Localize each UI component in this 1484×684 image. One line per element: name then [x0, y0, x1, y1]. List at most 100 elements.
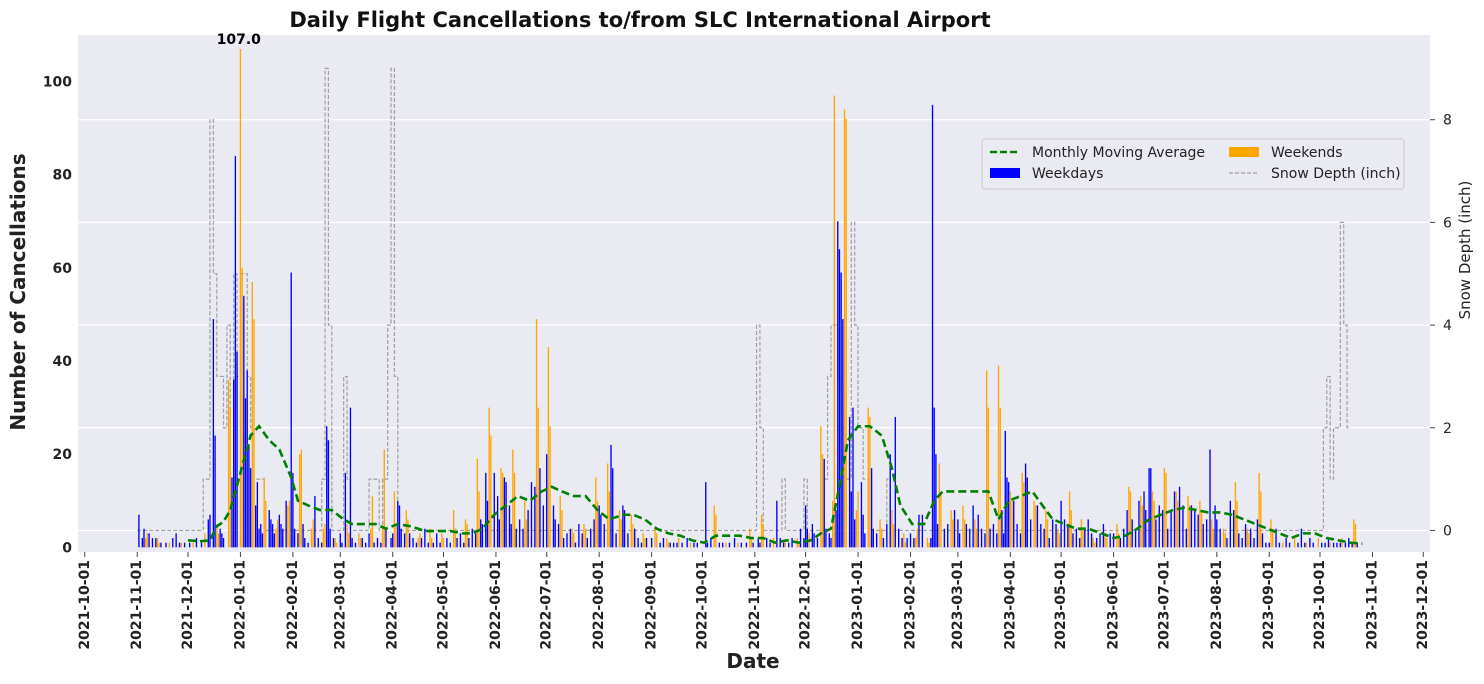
- weekend-bar: [192, 542, 194, 548]
- weekday-bar: [930, 538, 932, 548]
- weekday-bar: [354, 542, 357, 548]
- weekday-bar: [958, 533, 961, 548]
- weekend-bar: [1023, 482, 1025, 548]
- weekday-bar: [474, 533, 477, 548]
- weekday-bar: [623, 510, 626, 548]
- y2-tick-label: 6: [1443, 215, 1452, 231]
- weekday-bar: [510, 524, 512, 548]
- weekday-bar: [1040, 524, 1042, 548]
- weekday-bar: [759, 542, 761, 548]
- weekend-bar: [1117, 533, 1120, 548]
- weekend-bar: [500, 468, 502, 548]
- weekday-bar: [260, 524, 262, 548]
- weekend-bar: [997, 365, 1000, 548]
- weekday-bar: [901, 538, 903, 548]
- weekday-bar: [1351, 542, 1353, 548]
- x-tick-label: 2023-08-01: [1209, 560, 1225, 650]
- weekday-bar: [569, 528, 572, 548]
- weekday-bar: [1119, 538, 1122, 548]
- weekend-bar: [1236, 500, 1238, 548]
- weekday-bar: [546, 454, 548, 548]
- weekend-bar: [881, 528, 883, 548]
- weekday-bar: [249, 468, 252, 548]
- weekday-bar: [1356, 542, 1358, 548]
- weekend-bar: [879, 519, 881, 548]
- weekday-bar: [172, 538, 174, 548]
- weekday-bar: [1170, 510, 1172, 548]
- x-tick-label: 2023-12-01: [1415, 560, 1431, 650]
- x-tick-label: 2023-03-01: [950, 560, 966, 650]
- weekend-bar: [346, 524, 348, 548]
- weekend-bar: [217, 533, 220, 548]
- y-axis-title: Number of Cancellations: [6, 153, 30, 430]
- weekend-bar: [904, 542, 907, 548]
- weekday-bar: [446, 538, 448, 548]
- weekday-bar: [1055, 524, 1057, 548]
- weekend-bar: [370, 528, 372, 548]
- weekend-bar: [1033, 500, 1035, 548]
- weekday-bar: [1332, 542, 1335, 548]
- x-tick-label: 2021-11-01: [129, 560, 145, 650]
- weekend-bar: [1068, 491, 1071, 548]
- weekday-bar: [1158, 505, 1160, 548]
- x-tick-label: 2022-04-01: [385, 560, 401, 650]
- weekday-bar: [1249, 528, 1252, 548]
- weekday-bar: [1229, 500, 1232, 548]
- x-tick-label: 2023-06-01: [1106, 560, 1122, 650]
- weekday-bar: [969, 528, 971, 548]
- weekday-bar: [1327, 538, 1330, 548]
- weekend-bar: [524, 500, 526, 548]
- weekend-bar: [1011, 500, 1013, 548]
- weekday-bar: [1112, 533, 1115, 548]
- weekend-bar: [916, 528, 918, 548]
- weekday-bar: [838, 249, 841, 548]
- weekend-bar: [1224, 533, 1226, 548]
- weekend-bar: [843, 109, 846, 548]
- weekday-bar: [706, 542, 709, 548]
- weekend-bar: [573, 533, 575, 548]
- weekday-bar: [1312, 542, 1314, 548]
- chart-title: Daily Flight Cancellations to/from SLC I…: [289, 8, 990, 32]
- weekend-bar: [914, 538, 917, 548]
- weekday-bar: [776, 500, 778, 548]
- weekend-bar: [1246, 528, 1248, 548]
- weekday-bar: [542, 505, 545, 548]
- weekday-bar: [816, 538, 819, 548]
- weekday-bar: [733, 538, 736, 548]
- weekend-bar: [938, 463, 940, 548]
- weekend-bar: [1317, 538, 1319, 548]
- weekend-bar: [229, 407, 231, 548]
- weekend-bar: [891, 510, 893, 548]
- y-tick-label: 100: [43, 75, 72, 91]
- weekend-bar: [666, 538, 668, 548]
- x-tick-label: 2022-07-01: [539, 560, 555, 650]
- weekday-bar: [415, 542, 418, 548]
- y-tick-label: 60: [53, 261, 73, 277]
- weekday-bar: [1226, 538, 1228, 548]
- weekend-bar: [253, 319, 255, 548]
- weekend-bar: [359, 538, 362, 548]
- weekend-bar: [1151, 491, 1154, 548]
- y2-tick-label: 8: [1443, 113, 1452, 129]
- weekday-bar: [304, 538, 306, 548]
- weekend-bar: [1057, 528, 1059, 548]
- weekend-bar: [430, 538, 433, 548]
- weekday-bar: [610, 444, 612, 548]
- weekday-bar: [984, 533, 986, 548]
- weekday-bar: [562, 538, 565, 548]
- weekday-bar: [292, 472, 294, 548]
- weekend-bar: [1165, 472, 1167, 548]
- moving-average-line: [187, 424, 1363, 545]
- weekday-bar: [957, 519, 959, 548]
- weekend-bar: [867, 407, 869, 548]
- weekday-bar: [258, 528, 260, 548]
- weekday-bar: [143, 528, 145, 548]
- weekday-bar: [412, 538, 414, 548]
- x-tick-label: 2022-01-01: [232, 560, 248, 650]
- weekday-bar: [1095, 538, 1098, 548]
- weekday-bar: [676, 542, 678, 548]
- weekday-bar: [886, 524, 888, 548]
- weekday-bar: [1126, 510, 1128, 548]
- weekday-bar: [804, 505, 807, 548]
- weekday-bar: [351, 538, 353, 548]
